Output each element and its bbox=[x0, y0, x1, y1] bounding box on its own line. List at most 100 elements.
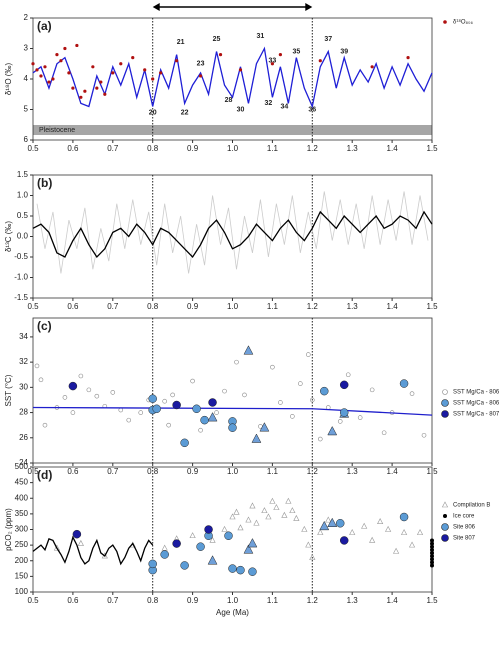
data-point bbox=[406, 56, 410, 60]
data-point bbox=[180, 438, 189, 448]
data-point bbox=[228, 423, 237, 432]
data-point bbox=[243, 345, 254, 355]
data-point bbox=[196, 542, 205, 551]
y-tick-label: 26 bbox=[19, 433, 28, 442]
x-tick-label: 0.5 bbox=[27, 596, 39, 605]
x-tick-label: 1.2 bbox=[307, 144, 319, 153]
data-point bbox=[237, 524, 244, 531]
panel-title: (b) bbox=[37, 176, 52, 190]
y-tick-label: 0.0 bbox=[17, 232, 29, 241]
y-tick-label: -0.5 bbox=[14, 252, 28, 261]
data-line bbox=[36, 191, 429, 274]
data-point bbox=[126, 417, 132, 423]
data-point bbox=[270, 364, 275, 370]
data-point bbox=[345, 372, 351, 378]
data-point bbox=[148, 394, 157, 403]
data-point bbox=[249, 502, 256, 509]
data-point bbox=[189, 532, 196, 539]
y-tick-label: 34 bbox=[19, 332, 28, 341]
data-point bbox=[430, 563, 434, 568]
x-tick-label: 1.0 bbox=[227, 467, 239, 476]
data-point bbox=[166, 422, 171, 428]
stage-label: 31 bbox=[257, 33, 265, 40]
data-point bbox=[72, 529, 82, 539]
data-point bbox=[317, 436, 323, 442]
data-point bbox=[238, 68, 243, 72]
data-point bbox=[317, 528, 324, 535]
x-tick-label: 1.2 bbox=[307, 302, 319, 311]
legend-symbol bbox=[443, 20, 447, 24]
data-point bbox=[430, 557, 434, 562]
data-point bbox=[192, 404, 201, 414]
y-tick-label: 24 bbox=[19, 458, 28, 467]
data-point bbox=[251, 433, 262, 443]
y-tick-label: 3 bbox=[24, 44, 29, 53]
data-point bbox=[94, 393, 100, 399]
data-point bbox=[198, 74, 203, 78]
plot-frame bbox=[32, 466, 433, 593]
data-point bbox=[269, 497, 276, 504]
data-point bbox=[35, 68, 39, 72]
data-point bbox=[381, 430, 387, 436]
legend-label: SST Mg/Ca - 806 compilation bbox=[453, 390, 500, 396]
stage-label: 33 bbox=[269, 58, 277, 65]
x-tick-label: 1.0 bbox=[227, 302, 239, 311]
x-tick-label: 0.7 bbox=[107, 467, 119, 476]
y-tick-label: 6 bbox=[24, 135, 29, 144]
data-point bbox=[339, 380, 349, 390]
epoch-label: Pleistocene bbox=[39, 127, 75, 134]
data-point bbox=[421, 432, 427, 438]
data-point bbox=[118, 407, 124, 413]
x-tick-label: 0.9 bbox=[187, 302, 199, 311]
data-point bbox=[325, 516, 332, 523]
data-point bbox=[306, 352, 311, 357]
y-tick-label: 400 bbox=[15, 493, 29, 502]
legend-symbol bbox=[443, 514, 447, 518]
stage-label: 28 bbox=[225, 97, 233, 104]
data-point bbox=[86, 387, 92, 393]
stage-label: 35 bbox=[292, 48, 300, 55]
data-point bbox=[62, 395, 68, 400]
data-point bbox=[248, 567, 257, 576]
x-tick-label: 1.4 bbox=[387, 596, 399, 605]
data-point bbox=[198, 427, 203, 433]
data-point bbox=[236, 565, 245, 575]
data-point bbox=[161, 544, 168, 551]
data-point bbox=[138, 410, 144, 415]
legend-label: SST Mg/Ca - 807 bbox=[453, 412, 500, 418]
y-tick-label: 1.5 bbox=[17, 170, 29, 179]
data-point bbox=[399, 379, 409, 388]
stage-label: 36 bbox=[308, 106, 316, 113]
data-point bbox=[247, 538, 258, 548]
stage-label: 30 bbox=[237, 106, 245, 113]
data-point bbox=[319, 520, 330, 531]
data-point bbox=[172, 539, 181, 548]
x-tick-label: 1.4 bbox=[387, 302, 399, 311]
data-point bbox=[335, 519, 345, 528]
data-point bbox=[318, 59, 322, 63]
data-point bbox=[38, 377, 44, 383]
x-tick-label: 1.5 bbox=[426, 596, 438, 605]
x-tick-label: 0.8 bbox=[147, 596, 159, 605]
data-point bbox=[34, 363, 40, 369]
data-point bbox=[170, 392, 175, 398]
data-point bbox=[204, 525, 213, 534]
data-point bbox=[214, 410, 219, 415]
y-axis-label: SST (°C) bbox=[4, 374, 13, 406]
x-tick-label: 1.3 bbox=[347, 596, 359, 605]
x-tick-label: 0.5 bbox=[27, 302, 39, 311]
x-tick-label: 1.1 bbox=[267, 467, 279, 476]
data-point bbox=[399, 512, 409, 522]
data-point bbox=[207, 412, 218, 422]
panel-title: (a) bbox=[37, 19, 52, 33]
data-point bbox=[110, 390, 116, 395]
data-point bbox=[79, 95, 83, 99]
y-tick-label: 1.0 bbox=[17, 191, 29, 200]
data-point bbox=[270, 62, 274, 66]
y-axis-label: δ¹⁸O (‰) bbox=[4, 63, 13, 96]
data-point bbox=[103, 92, 107, 96]
y-tick-label: 300 bbox=[15, 525, 29, 534]
x-tick-label: 1.1 bbox=[267, 596, 279, 605]
x-tick-label: 1.1 bbox=[267, 144, 279, 153]
data-point bbox=[162, 398, 167, 404]
